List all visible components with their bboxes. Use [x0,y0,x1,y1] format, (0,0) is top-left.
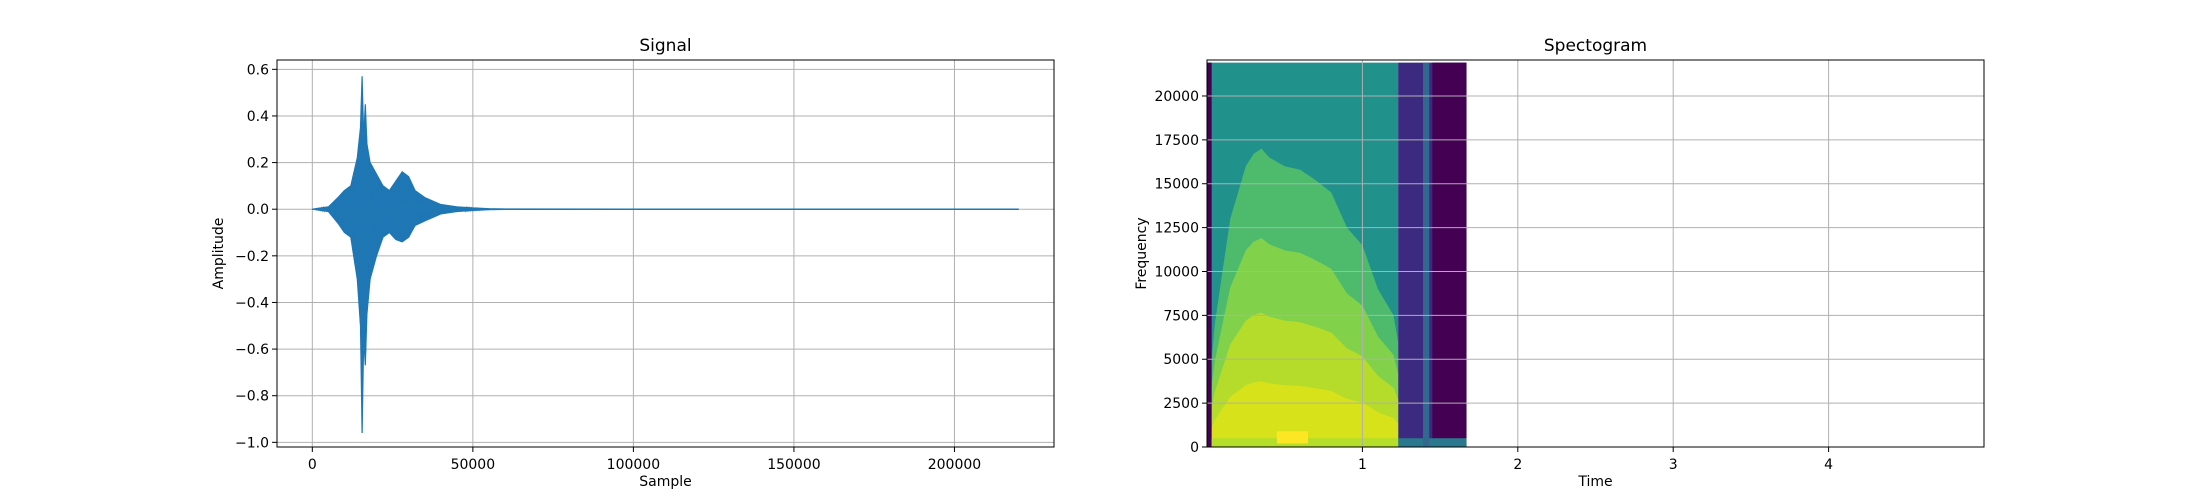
signal-xtick-label: 200000 [928,457,981,473]
spectrogram-xtick-label: 1 [1358,457,1367,473]
spectrogram-title: Spectogram [1544,36,1647,56]
signal-title: Signal [639,36,691,56]
spectrogram-ytick-label: 15000 [1154,177,1199,193]
spectrogram-xlabel: Time [1577,474,1612,490]
signal-ylabel: Amplitude [211,218,227,290]
spectrogram-xtick-label: 4 [1824,457,1833,473]
spectrogram-xtick-label: 3 [1669,457,1678,473]
signal-xlabel: Sample [639,474,692,490]
spectrogram-cell [1398,438,1467,447]
spectrogram-ylabel: Frequency [1134,217,1150,289]
signal-ytick-label: −0.4 [235,295,269,311]
spectrogram-ytick-label: 5000 [1163,352,1199,368]
signal-xtick-label: 150000 [767,457,820,473]
signal-xtick-label: 50000 [451,457,496,473]
signal-ytick-label: 0.6 [247,62,269,78]
signal-plot-area [277,60,1054,447]
spectrogram-ytick-label: 7500 [1163,308,1199,324]
signal-ytick-label: −0.2 [235,249,269,265]
spectrogram-energy-band [1207,381,1399,447]
spectrogram-ytick-label: 0 [1190,440,1199,456]
signal-ytick-label: −0.8 [235,389,269,405]
spectrogram-ytick-label: 10000 [1154,264,1199,280]
signal-xtick-label: 100000 [607,457,660,473]
spectrogram-xtick-label: 2 [1513,457,1522,473]
signal-ticks: 0 50000 100000 150000 200000 0.6 0.4 0.2 0.0 −0.2… [235,62,981,473]
spectrogram-cell [1276,431,1309,444]
spectrogram-ytick-label: 2500 [1163,396,1199,412]
signal-ytick-label: −0.6 [235,342,269,358]
spectrogram-cell [1207,62,1212,447]
signal-ytick-label: −1.0 [235,435,269,451]
spectrogram-ytick-label: 12500 [1154,221,1199,237]
spectrogram-cell [1432,62,1467,447]
spectrogram-ytick-label: 17500 [1154,133,1199,149]
signal-chart: 0 50000 100000 150000 200000 0.6 0.4 0.2 0.0 −0.2… [211,36,1055,490]
signal-ytick-label: 0.2 [247,156,269,172]
signal-ytick-label: 0.0 [247,202,269,218]
signal-waveform [312,76,1019,434]
spectrogram-cell [1423,62,1430,447]
spectrogram-chart: 1 2 3 4 0 2500 5000 7500 10000 12500 15000 17500 200… [1134,36,1985,490]
spectrogram-ticks: 1 2 3 4 0 2500 5000 7500 10000 12500 15000 17500 200… [1154,89,1833,473]
signal-grid [277,60,1054,447]
spectrogram-image [1207,62,1467,447]
signal-xtick-label: 0 [308,457,317,473]
signal-envelope [312,76,1019,434]
signal-frame [276,59,1055,448]
spectrogram-frame [1206,59,1985,448]
signal-ytick-label: 0.4 [247,109,269,125]
spectrogram-ytick-label: 20000 [1154,89,1199,105]
